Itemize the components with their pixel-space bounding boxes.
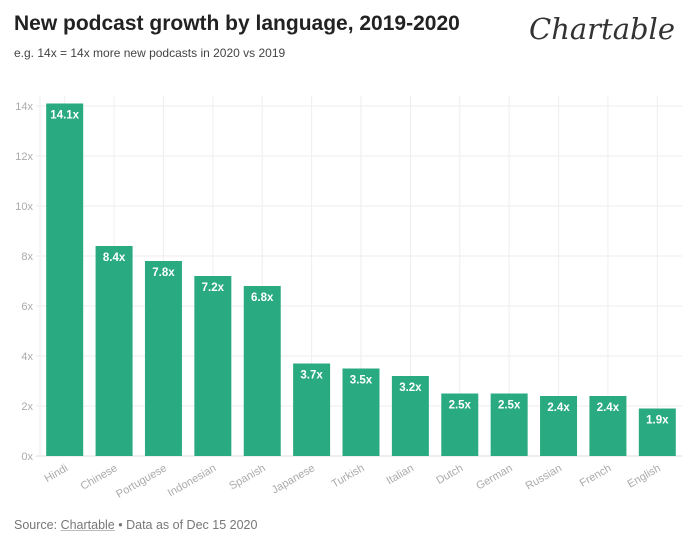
data-label: 2.4x xyxy=(547,402,570,414)
x-tick-label: Portuguese xyxy=(114,462,169,501)
y-tick-label: 12x xyxy=(15,151,33,163)
bar-italian xyxy=(391,376,429,456)
source-link[interactable]: Chartable xyxy=(60,518,115,532)
bar-spanish xyxy=(243,286,281,456)
x-tick-label: German xyxy=(474,462,514,492)
x-tick-label: Dutch xyxy=(434,462,465,487)
data-label: 2.5x xyxy=(449,400,472,412)
x-tick-label: Indonesian xyxy=(166,462,219,499)
bar-dutch xyxy=(441,393,479,456)
source-prefix: Source: xyxy=(14,518,61,532)
chart-subtitle: e.g. 14x = 14x more new podcasts in 2020… xyxy=(14,46,286,60)
bar-indonesian xyxy=(194,276,232,456)
x-tick-label: English xyxy=(626,462,663,490)
bar-hindi xyxy=(46,103,84,456)
x-tick-label: Chinese xyxy=(79,462,120,493)
data-label: 7.2x xyxy=(202,282,225,294)
bar-chinese xyxy=(95,246,133,456)
data-label: 3.5x xyxy=(350,375,373,387)
bar-turkish xyxy=(342,368,380,456)
bar-german xyxy=(490,393,528,456)
x-tick-label: Spanish xyxy=(227,462,267,492)
y-tick-label: 10x xyxy=(15,201,33,213)
data-label: 14.1x xyxy=(50,110,79,122)
x-tick-label: Japanese xyxy=(270,462,317,496)
source-suffix: • Data as of Dec 15 2020 xyxy=(114,518,258,532)
footer: Source: Chartable • Data as of Dec 15 20… xyxy=(14,518,257,532)
y-tick-label: 6x xyxy=(21,301,33,313)
data-label: 8.4x xyxy=(103,252,126,264)
chart-title: New podcast growth by language, 2019-202… xyxy=(14,12,460,35)
x-tick-label: Italian xyxy=(384,462,415,487)
bar-english xyxy=(638,408,676,456)
x-tick-label: Hindi xyxy=(42,462,70,485)
bar-portuguese xyxy=(144,261,182,456)
x-tick-label: Turkish xyxy=(330,462,367,490)
chartable-logo: Chartable xyxy=(529,12,675,46)
y-tick-label: 14x xyxy=(15,101,33,113)
bar-french xyxy=(589,396,627,456)
y-tick-label: 8x xyxy=(21,251,33,263)
data-label: 7.8x xyxy=(152,267,175,279)
y-tick-label: 0x xyxy=(21,451,33,463)
y-tick-label: 4x xyxy=(21,351,33,363)
x-tick-label: Russian xyxy=(524,462,564,492)
data-label: 6.8x xyxy=(251,292,274,304)
data-label: 3.2x xyxy=(399,382,422,394)
data-label: 2.4x xyxy=(597,402,620,414)
data-label: 1.9x xyxy=(646,415,669,427)
bar-japanese xyxy=(293,363,331,456)
y-tick-label: 2x xyxy=(21,401,33,413)
x-tick-label: French xyxy=(578,462,614,490)
data-label: 3.7x xyxy=(300,370,323,382)
bar-russian xyxy=(540,396,578,456)
data-label: 2.5x xyxy=(498,400,521,412)
